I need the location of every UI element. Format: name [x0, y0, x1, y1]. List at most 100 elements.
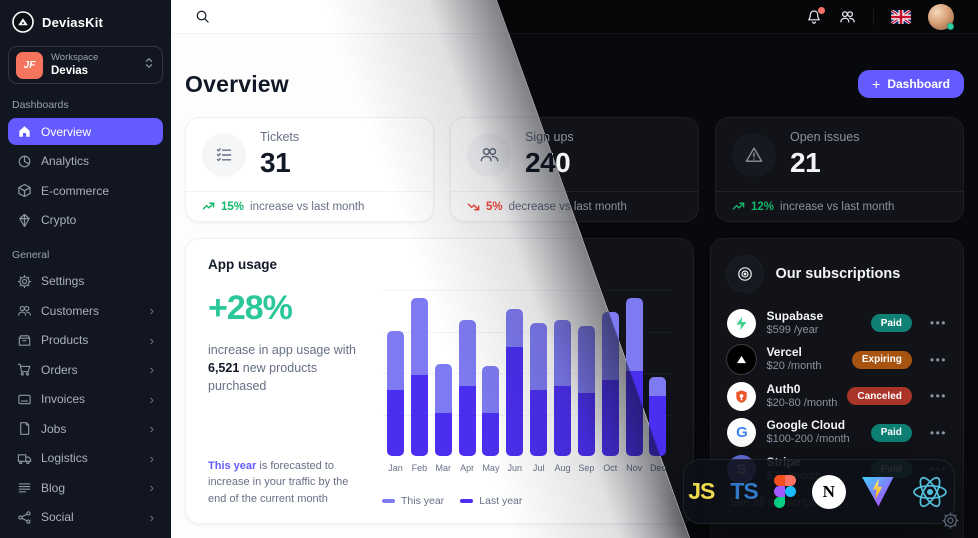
sidebar-item-overview[interactable]: Overview: [8, 118, 163, 145]
tech-stack-panel: JS TS N: [683, 459, 955, 524]
users-icon: [467, 132, 511, 177]
page-header: Overview + Dashboard: [497, 70, 964, 98]
subscriptions-title: Our subscriptions: [775, 266, 901, 282]
more-options-icon[interactable]: •••: [929, 425, 947, 440]
home-icon: [17, 124, 32, 139]
stat-footer: 15% increase vs last month: [186, 191, 433, 221]
stat-percent: 12%: [751, 200, 775, 213]
status-badge: Paid: [870, 314, 912, 333]
more-options-icon[interactable]: •••: [929, 316, 947, 331]
gear-icon: [17, 274, 32, 289]
subscriptions-header: Our subscriptions: [727, 256, 947, 292]
nav-general: Settings Customers › Products › Orders ›…: [8, 268, 163, 531]
stat-body: Tickets 31: [186, 118, 433, 191]
sidebar-item-social[interactable]: Social ›: [8, 504, 163, 531]
status-badge: Expiring: [851, 350, 912, 369]
legend-this-year[interactable]: This year: [382, 495, 444, 507]
cube-icon: [17, 183, 32, 198]
stat-label: Open issues: [790, 130, 860, 144]
sidebar-item-label: Logistics: [41, 451, 88, 465]
trend-down-icon: [467, 200, 480, 213]
typescript-logo-icon: TS: [730, 478, 758, 504]
user-avatar[interactable]: [928, 3, 954, 30]
topbar-divider: [873, 8, 874, 25]
checklist-icon: [202, 132, 246, 177]
more-options-icon[interactable]: •••: [929, 389, 947, 404]
workspace-label: Workspace: [51, 51, 99, 63]
app-usage-summary: +28% increase in app usage with 6,521 ne…: [208, 272, 366, 507]
legend-label: Last year: [479, 495, 523, 507]
sidebar-item-label: Crypto: [41, 213, 77, 227]
usage-highlight: +28%: [208, 289, 293, 327]
sidebar-item-label: Orders: [41, 362, 78, 377]
subscription-price: $100-200 /month: [766, 433, 850, 446]
brand: DeviasKit: [8, 9, 163, 35]
notifications-bell-icon[interactable]: [806, 6, 825, 25]
auth0-logo-icon: [727, 381, 757, 411]
react-logo-icon: [910, 474, 950, 510]
legend-label: This year: [401, 495, 445, 507]
stat-footer: 12% increase vs last month: [716, 191, 963, 221]
add-dashboard-button[interactable]: + Dashboard: [858, 70, 964, 98]
sidebar-item-label: Overview: [41, 124, 92, 139]
stat-note: increase vs last month: [250, 200, 365, 213]
sidebar-item-jobs[interactable]: Jobs ›: [8, 415, 163, 442]
sidebar-item-label: Settings: [41, 274, 85, 288]
sidebar-item-settings[interactable]: Settings: [8, 268, 163, 295]
subscription-row-supabase: Supabase $599 /year Paid •••: [727, 305, 947, 342]
sidebar-item-label: Blog: [41, 480, 66, 495]
truck-icon: [17, 451, 32, 466]
vite-logo-icon: [861, 476, 894, 507]
subscription-row-vercel: Vercel $20 /month Expiring •••: [727, 342, 947, 379]
settings-gear-icon[interactable]: [941, 511, 960, 535]
sidebar-item-analytics[interactable]: Analytics: [8, 148, 163, 175]
users-icon: [17, 303, 32, 318]
section-label-general: General: [12, 248, 50, 261]
chevron-right-icon: ›: [149, 391, 154, 407]
sidebar: DeviasKit JF Workspace Devias Dashboards…: [0, 0, 171, 538]
file-icon: [17, 421, 32, 436]
sidebar-item-logistics[interactable]: Logistics ›: [8, 445, 163, 472]
notification-dot: [818, 6, 825, 14]
subscription-name: Google Cloud: [766, 418, 846, 433]
bar-jun: [506, 309, 524, 456]
sidebar-item-label: Products: [41, 333, 89, 347]
bar-apr: [458, 320, 476, 456]
workspace-selector[interactable]: JF Workspace Devias: [8, 46, 163, 84]
bar-jan: [387, 331, 404, 456]
status-badge: Paid: [870, 423, 912, 442]
sidebar-item-blog[interactable]: Blog ›: [8, 474, 163, 501]
legend-dash-icon: [460, 499, 474, 503]
bar-sep: [577, 326, 595, 456]
topbar-actions: [806, 3, 954, 30]
chevron-right-icon: ›: [149, 303, 154, 318]
subscription-row-google-cloud: G Google Cloud $100-200 /month Paid •••: [727, 415, 947, 452]
uk-flag-icon[interactable]: [891, 9, 911, 24]
search-icon[interactable]: [195, 9, 210, 24]
sidebar-item-ecommerce[interactable]: E-commerce: [8, 177, 163, 204]
stat-body: Open issues 21: [716, 118, 963, 191]
legend-dash-icon: [382, 499, 395, 503]
sidebar-item-orders[interactable]: Orders ›: [8, 356, 163, 383]
stat-note: increase vs last month: [780, 200, 895, 213]
month-label: Jun: [507, 463, 523, 473]
warning-icon: [732, 132, 776, 177]
chevron-right-icon: ›: [149, 332, 154, 348]
dashboard-button-label: Dashboard: [887, 77, 950, 91]
javascript-logo-icon: JS: [688, 478, 715, 504]
subscription-price: $599 /year: [766, 323, 819, 336]
sidebar-item-customers[interactable]: Customers ›: [8, 297, 163, 324]
sidebar-item-crypto[interactable]: Crypto: [8, 207, 163, 234]
subscriptions-target-icon: [727, 256, 764, 292]
more-options-icon[interactable]: •••: [929, 352, 947, 367]
legend-last-year[interactable]: Last year: [460, 495, 522, 507]
sidebar-item-products[interactable]: Products ›: [8, 327, 163, 354]
chevron-right-icon: ›: [149, 480, 154, 495]
contacts-users-icon[interactable]: [839, 8, 856, 25]
bar-jul: [530, 323, 548, 456]
month-label: Jul: [532, 463, 545, 473]
sidebar-item-invoices[interactable]: Invoices ›: [8, 386, 163, 413]
sidebar-item-label: Social: [41, 510, 74, 524]
subscription-name: Auth0: [766, 381, 801, 396]
unfold-icon: [143, 56, 155, 75]
